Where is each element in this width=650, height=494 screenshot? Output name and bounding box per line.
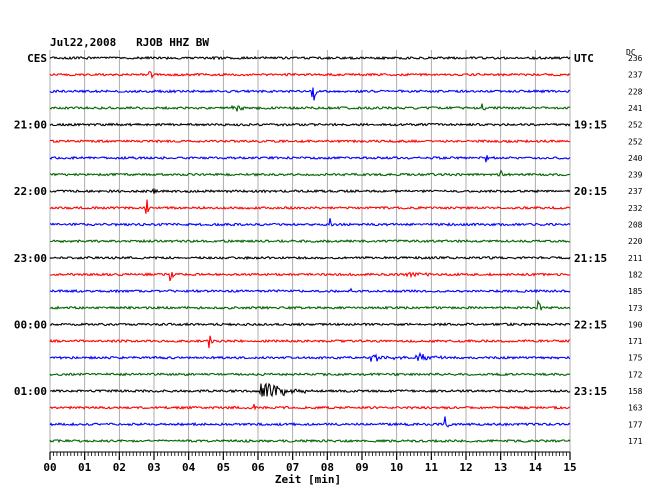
- left-time-label: 22:00: [14, 185, 47, 198]
- trace-line-8: [49, 187, 571, 194]
- left-time-label: 21:00: [14, 119, 47, 132]
- trace-line-13: [49, 271, 571, 282]
- right-time-label: 23:15: [574, 385, 607, 398]
- time-labels: CES 21:00 22:00 23:00 00:00 01:00 UTC 19:15 20:1…: [14, 52, 643, 446]
- right-time-label: 19:15: [574, 119, 607, 132]
- trace-line-19: [49, 372, 571, 377]
- dc-header-label: DC: [626, 48, 636, 57]
- trace-line-23: [49, 438, 571, 444]
- x-tick-label: 14: [529, 461, 543, 474]
- trace-line-18: [49, 351, 571, 362]
- trace-line-1: [49, 70, 571, 80]
- dc-value-label: 208: [628, 221, 643, 230]
- x-tick-label: 11: [425, 461, 439, 474]
- x-tick-label: 15: [563, 461, 576, 474]
- dc-value-label: 252: [628, 137, 643, 146]
- dc-value-label: 190: [628, 320, 643, 329]
- trace-line-10: [49, 218, 571, 227]
- x-tick-label: 05: [217, 461, 230, 474]
- right-time-label: 22:15: [574, 318, 607, 331]
- trace-line-20: [49, 382, 571, 398]
- x-tick-label: 10: [390, 461, 403, 474]
- x-tick-label: 12: [459, 461, 472, 474]
- vertical-gridlines: [49, 50, 571, 452]
- trace-line-4: [49, 122, 571, 127]
- dc-value-label: 171: [628, 337, 643, 346]
- x-tick-label: 01: [78, 461, 92, 474]
- x-tick-label: 09: [355, 461, 368, 474]
- x-tick-label: 13: [494, 461, 507, 474]
- dc-value-label: 182: [628, 270, 643, 279]
- trace-line-5: [49, 139, 571, 144]
- x-tick-label: 03: [147, 461, 160, 474]
- dc-value-label: 252: [628, 121, 643, 130]
- trace-line-7: [49, 169, 571, 177]
- trace-line-9: [49, 199, 571, 214]
- x-axis-label: Zeit [min]: [275, 473, 341, 486]
- right-time-label: UTC: [574, 52, 594, 65]
- left-time-label: 23:00: [14, 252, 47, 265]
- left-time-label: 00:00: [14, 318, 47, 331]
- right-time-label: 20:15: [574, 185, 607, 198]
- trace-line-12: [49, 255, 571, 261]
- x-tick-label: 02: [113, 461, 126, 474]
- dc-value-label: 240: [628, 154, 643, 163]
- time-axis: 00 01 02 03 04 05 06 07 08 09 10 11 12 13 14 15: [43, 451, 577, 474]
- dc-value-label: 239: [628, 171, 643, 180]
- x-tick-label: 08: [321, 461, 334, 474]
- seismogram-traces: [49, 55, 571, 444]
- trace-line-17: [49, 335, 570, 349]
- dc-value-label: 228: [628, 87, 643, 96]
- dc-value-label: 163: [628, 404, 643, 413]
- chart-title: Jul22,2008 RJOB HHZ BW: [50, 36, 209, 49]
- dc-value-label: 237: [628, 71, 643, 80]
- dc-value-label: 236: [628, 54, 643, 63]
- dc-value-label: 220: [628, 237, 643, 246]
- x-tick-label: 07: [286, 461, 299, 474]
- trace-line-15: [49, 299, 571, 311]
- dc-value-label: 241: [628, 104, 643, 113]
- dc-value-label: 173: [628, 304, 643, 313]
- right-time-label: 21:15: [574, 252, 607, 265]
- dc-value-label: 177: [628, 420, 643, 429]
- left-time-label: 01:00: [14, 385, 47, 398]
- dc-value-label: 211: [628, 254, 643, 263]
- trace-line-21: [49, 403, 571, 411]
- trace-line-22: [49, 416, 571, 428]
- trace-line-11: [50, 238, 571, 244]
- left-time-label: CES: [27, 52, 47, 65]
- dc-value-label: 185: [628, 287, 643, 296]
- dc-value-label: 158: [628, 387, 643, 396]
- trace-line-6: [49, 155, 571, 163]
- dc-value-label: 175: [628, 354, 643, 363]
- x-tick-label: 00: [43, 461, 56, 474]
- x-tick-label: 06: [251, 461, 265, 474]
- trace-line-16: [49, 322, 571, 327]
- trace-line-2: [49, 87, 571, 101]
- dc-value-label: 232: [628, 204, 643, 213]
- dc-value-label: 171: [628, 437, 643, 446]
- dc-value-label: 172: [628, 370, 643, 379]
- trace-line-3: [49, 103, 571, 112]
- trace-line-0: [49, 55, 571, 61]
- dc-value-label: 237: [628, 187, 643, 196]
- trace-line-14: [49, 287, 571, 294]
- x-tick-label: 04: [182, 461, 196, 474]
